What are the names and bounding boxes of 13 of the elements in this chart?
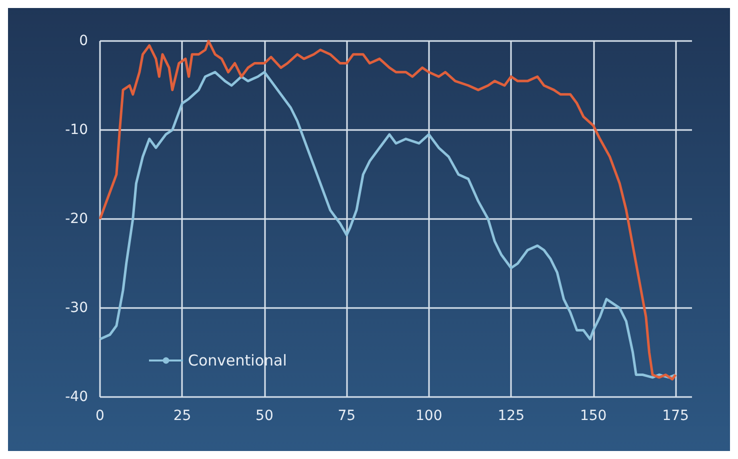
- x-tick-label: 125: [498, 408, 524, 424]
- y-tick-label: -10: [65, 122, 88, 138]
- x-tick-label: 150: [580, 408, 607, 424]
- x-tick-label: 50: [256, 408, 274, 424]
- y-tick-label: 0: [79, 33, 88, 49]
- y-tick-label: -40: [65, 389, 88, 405]
- x-tick-label: 75: [338, 408, 356, 424]
- x-tick-label: 25: [173, 408, 192, 424]
- y-tick-label: -30: [65, 300, 88, 316]
- y-tick-label: -20: [65, 211, 88, 227]
- x-tick-label: 0: [96, 408, 104, 424]
- x-tick-label: 175: [662, 408, 689, 424]
- x-tick-label: 100: [416, 408, 442, 424]
